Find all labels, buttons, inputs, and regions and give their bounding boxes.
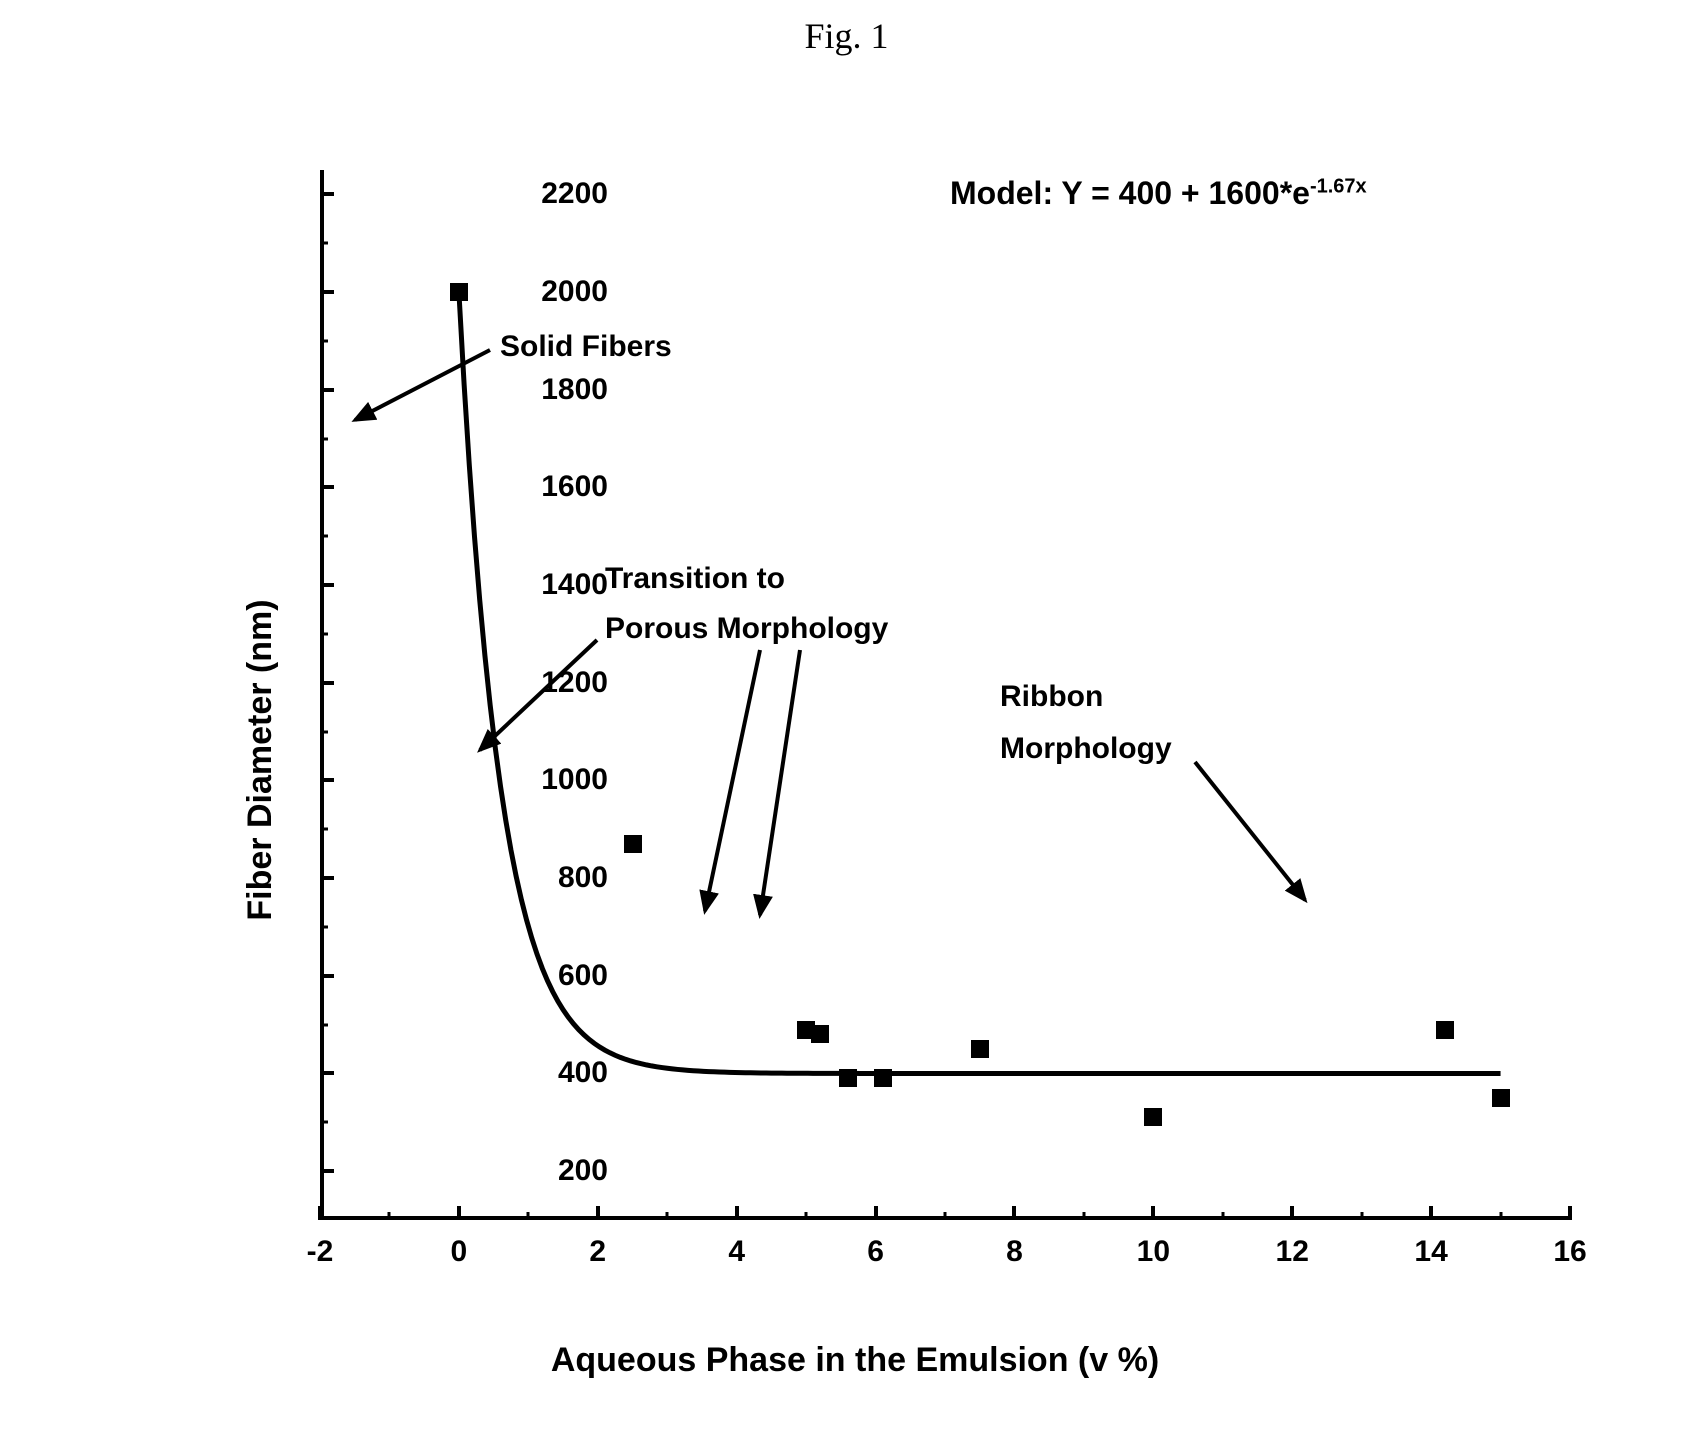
y-tick-minor: [320, 632, 328, 635]
y-tick: [320, 778, 334, 782]
y-tick-label: 1400: [541, 568, 608, 602]
x-tick: [596, 1206, 600, 1220]
x-tick: [457, 1206, 461, 1220]
y-tick: [320, 681, 334, 685]
x-tick-minor: [944, 1212, 947, 1220]
x-tick-label: 8: [1006, 1235, 1023, 1269]
y-tick-minor: [320, 828, 328, 831]
data-point: [1492, 1089, 1510, 1107]
y-tick-label: 2000: [541, 275, 608, 309]
data-point: [624, 835, 642, 853]
x-tick-label: 6: [867, 1235, 884, 1269]
data-point: [874, 1069, 892, 1087]
y-tick-label: 600: [558, 959, 608, 993]
y-tick-label: 200: [558, 1154, 608, 1188]
y-tick-minor: [320, 339, 328, 342]
model-base: Model: Y = 400 + 1600*e: [950, 175, 1310, 211]
y-tick: [320, 485, 334, 489]
x-tick: [874, 1206, 878, 1220]
y-tick-minor: [320, 1023, 328, 1026]
annotation-transition-line2: Porous Morphology: [605, 612, 888, 646]
y-tick: [320, 583, 334, 587]
x-tick-label: 14: [1414, 1235, 1447, 1269]
x-tick: [318, 1206, 322, 1220]
x-tick-minor: [1360, 1212, 1363, 1220]
x-tick-label: 0: [451, 1235, 468, 1269]
x-tick: [1429, 1206, 1433, 1220]
y-tick: [320, 974, 334, 978]
figure-title: Fig. 1: [804, 15, 888, 57]
x-tick-minor: [1499, 1212, 1502, 1220]
x-tick-label: 2: [589, 1235, 606, 1269]
y-tick-minor: [320, 535, 328, 538]
x-tick-minor: [527, 1212, 530, 1220]
data-point: [971, 1040, 989, 1058]
fit-curve: [320, 170, 1570, 1220]
x-tick-label: 12: [1276, 1235, 1309, 1269]
x-tick-label: 10: [1137, 1235, 1170, 1269]
y-tick: [320, 290, 334, 294]
data-point: [811, 1025, 829, 1043]
x-tick: [735, 1206, 739, 1220]
y-tick: [320, 1071, 334, 1075]
y-tick: [320, 876, 334, 880]
chart-container: Fiber Diameter (nm) Aqueous Phase in the…: [80, 120, 1630, 1400]
y-tick: [320, 388, 334, 392]
y-tick: [320, 1169, 334, 1173]
y-tick: [320, 192, 334, 196]
y-tick-minor: [320, 925, 328, 928]
x-tick-minor: [666, 1212, 669, 1220]
x-tick-minor: [805, 1212, 808, 1220]
data-point: [839, 1069, 857, 1087]
data-point: [450, 283, 468, 301]
x-tick-label: 16: [1553, 1235, 1586, 1269]
y-tick-label: 1200: [541, 666, 608, 700]
data-point: [1436, 1021, 1454, 1039]
x-tick: [1290, 1206, 1294, 1220]
x-tick: [1012, 1206, 1016, 1220]
x-tick-minor: [1082, 1212, 1085, 1220]
data-point: [1144, 1108, 1162, 1126]
y-tick-label: 2200: [541, 177, 608, 211]
x-tick-label: -2: [307, 1235, 334, 1269]
y-tick-minor: [320, 730, 328, 733]
annotation-transition-line1: Transition to: [605, 562, 785, 596]
y-tick-label: 800: [558, 861, 608, 895]
x-tick-minor: [1221, 1212, 1224, 1220]
y-axis-label: Fiber Diameter (nm): [241, 599, 280, 920]
x-axis-label: Aqueous Phase in the Emulsion (v %): [551, 1341, 1159, 1380]
annotation-solid-fibers: Solid Fibers: [500, 330, 672, 364]
x-tick-minor: [388, 1212, 391, 1220]
annotation-ribbon-line2: Morphology: [1000, 732, 1172, 766]
x-tick: [1151, 1206, 1155, 1220]
y-tick-label: 1000: [541, 763, 608, 797]
y-tick-label: 400: [558, 1056, 608, 1090]
y-tick-label: 1800: [541, 373, 608, 407]
y-tick-minor: [320, 437, 328, 440]
x-tick: [1568, 1206, 1572, 1220]
model-equation: Model: Y = 400 + 1600*e-1.67x: [950, 175, 1367, 212]
model-exponent: -1.67x: [1310, 175, 1367, 197]
y-tick-minor: [320, 242, 328, 245]
y-tick-minor: [320, 1121, 328, 1124]
annotation-ribbon-line1: Ribbon: [1000, 680, 1103, 714]
x-tick-label: 4: [728, 1235, 745, 1269]
y-tick-label: 1600: [541, 470, 608, 504]
